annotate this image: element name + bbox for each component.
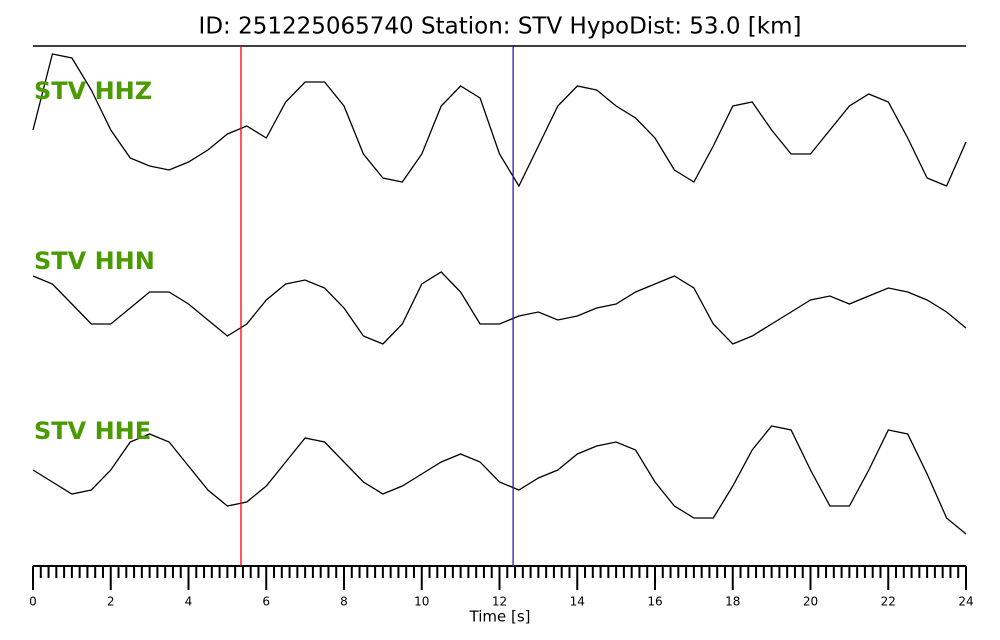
x-tick-label: 10 bbox=[414, 595, 429, 609]
x-tick-label: 14 bbox=[570, 595, 585, 609]
trace-label: STV HHE bbox=[34, 417, 151, 445]
waveform bbox=[32, 425, 967, 535]
waveform bbox=[32, 271, 967, 345]
x-tick-label: 2 bbox=[107, 595, 115, 609]
waveform bbox=[32, 53, 967, 188]
chart-title: ID: 251225065740 Station: STV HypoDist: … bbox=[199, 14, 802, 40]
x-tick-label: 4 bbox=[185, 595, 193, 609]
trace-label: STV HHZ bbox=[34, 77, 152, 105]
x-tick-label: 8 bbox=[340, 595, 348, 609]
x-tick-label: 6 bbox=[262, 595, 270, 609]
x-tick-label: 20 bbox=[803, 595, 818, 609]
x-tick-label: 16 bbox=[647, 595, 662, 609]
x-tick-label: 12 bbox=[492, 595, 507, 609]
x-tick-label: 24 bbox=[958, 595, 973, 609]
x-tick-label: 18 bbox=[725, 595, 740, 609]
x-tick-label: 22 bbox=[881, 595, 896, 609]
x-axis-label: Time [s] bbox=[469, 608, 531, 626]
trace-label: STV HHN bbox=[34, 247, 155, 275]
x-tick-label: 0 bbox=[29, 595, 37, 609]
